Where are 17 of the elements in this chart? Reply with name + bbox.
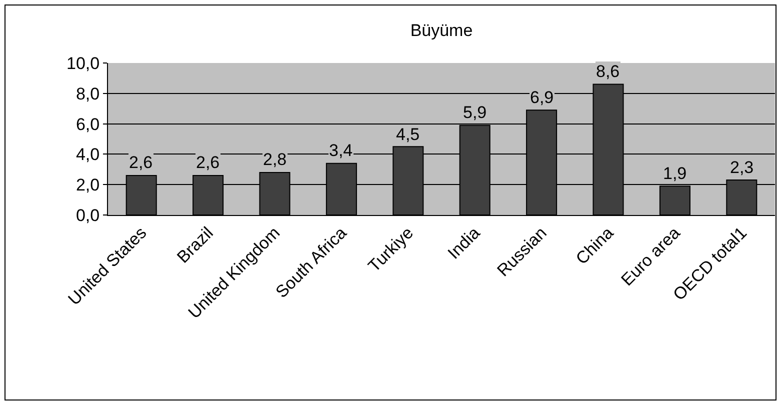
y-tick-label: 2,0 — [76, 176, 100, 195]
data-label: 2,3 — [730, 158, 754, 177]
y-tick-label: 10,0 — [66, 54, 100, 73]
data-label: 6,9 — [530, 88, 554, 107]
data-label: 1,9 — [663, 164, 687, 183]
data-label: 8,6 — [596, 62, 620, 81]
data-label: 4,5 — [396, 125, 420, 144]
y-tick-label: 6,0 — [76, 114, 100, 134]
data-label: 2,6 — [196, 153, 220, 172]
y-tick-label: 4,0 — [76, 145, 100, 164]
data-label: 2,6 — [129, 153, 153, 172]
y-tick-label: 0,0 — [76, 206, 100, 225]
data-label: 5,9 — [463, 103, 487, 122]
data-label: 2,8 — [263, 150, 287, 169]
chart-title: Büyüme — [410, 20, 473, 40]
y-tick-label: 8,0 — [76, 84, 100, 104]
data-label: 3,4 — [329, 141, 353, 160]
